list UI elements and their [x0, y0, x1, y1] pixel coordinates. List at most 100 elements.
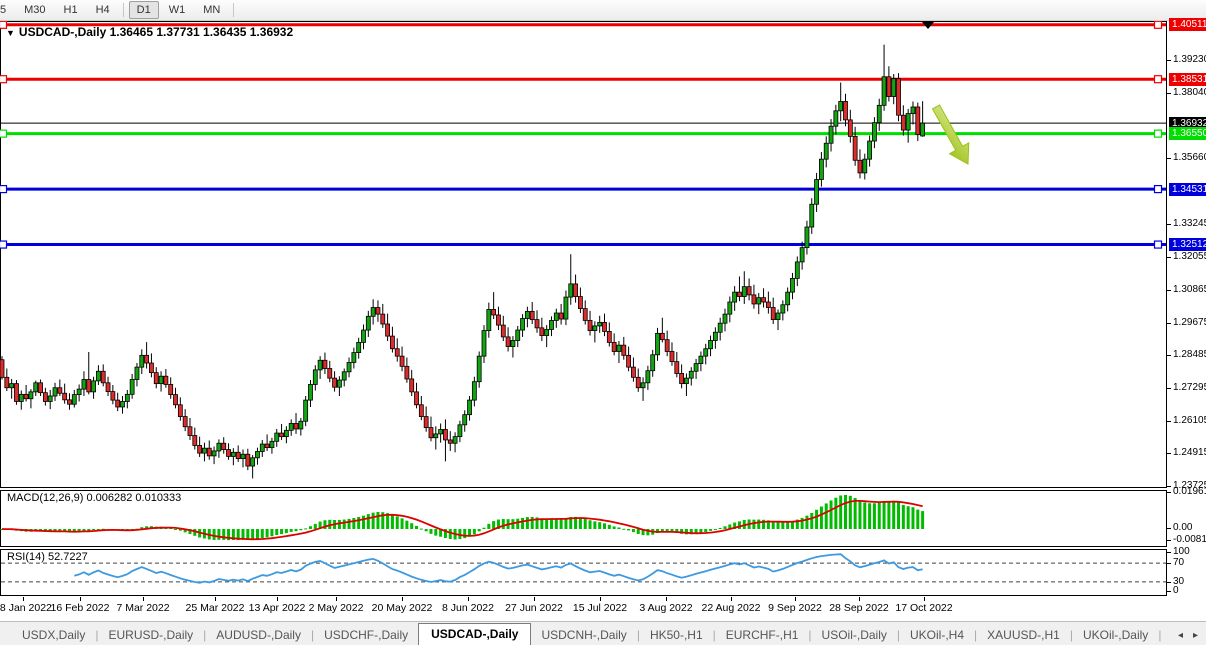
date-tick	[143, 597, 144, 601]
symbol-tab-eurchf-h1[interactable]: EURCHF-,H1	[725, 628, 799, 642]
hline-handle-1.36550[interactable]	[1153, 129, 1163, 138]
timeframe-button-5[interactable]: 5	[0, 4, 7, 16]
axis-tick	[1167, 420, 1171, 422]
date-tick	[924, 597, 925, 601]
timeframe-toolbar: 5 M30 H1 H4 D1 W1 MN	[0, 0, 1206, 21]
tab-scroll-left-icon[interactable]: ◂	[1177, 630, 1183, 641]
axis-tick	[1167, 387, 1171, 389]
symbol-tab-hk50-h1[interactable]: HK50-,H1	[649, 628, 703, 642]
axis-tick	[1167, 92, 1171, 94]
hline-handle-1.36550[interactable]	[0, 129, 8, 138]
main-pane-border	[0, 21, 1167, 488]
tab-separator: |	[1158, 628, 1162, 642]
hline-handle-1.40511[interactable]	[0, 21, 8, 29]
axis-tick	[1167, 591, 1171, 592]
tab-separator: |	[974, 628, 978, 642]
macd-signal-line	[1, 499, 923, 541]
date-label: 20 May 2022	[371, 602, 433, 614]
date-label: 2 May 2022	[308, 602, 364, 614]
date-label: 25 Mar 2022	[185, 602, 245, 614]
price-axis-label: 1.39230	[1173, 54, 1206, 65]
candles	[0, 44, 926, 479]
date-tick	[859, 597, 860, 601]
hline-handle-1.34531[interactable]	[1153, 184, 1163, 194]
down-arrow-object[interactable]	[926, 102, 977, 170]
symbol-tab-usdx-daily[interactable]: USDX,Daily	[22, 628, 86, 642]
date-tick	[534, 597, 535, 601]
symbol-tab-audusd-daily[interactable]: AUDUSD-,Daily	[216, 628, 301, 642]
axis-tick	[1167, 60, 1171, 61]
date-label: 28 Jan 2022	[0, 602, 52, 614]
macd-pane[interactable]	[0, 490, 1167, 547]
symbol-tab-xauusd-h1[interactable]: XAUUSD-,H1	[987, 628, 1060, 642]
timeframe-button-h1[interactable]: H1	[63, 4, 78, 16]
timeframe-button-m30[interactable]: M30	[24, 4, 46, 16]
date-tick	[336, 597, 337, 601]
price-badge-1.36932: 1.36932	[1169, 116, 1206, 130]
date-label: 9 Sep 2022	[768, 602, 822, 614]
hline-handle-1.38531[interactable]	[1153, 75, 1163, 84]
tab-scroll-right-icon[interactable]: ▸	[1192, 630, 1198, 641]
hline-handle-1.38531[interactable]	[0, 75, 8, 84]
hline-handle-1.40511[interactable]	[1153, 21, 1163, 29]
axis-tick	[1167, 582, 1171, 583]
axis-tick	[1167, 540, 1171, 541]
indicator-axis-label: -0.008173	[1173, 534, 1206, 545]
price-badge-1.34531: 1.34531	[1169, 182, 1206, 196]
date-label: 28 Sep 2022	[829, 602, 889, 614]
hline-handle-1.34531[interactable]	[0, 184, 8, 194]
hline-handle-1.32512[interactable]	[0, 240, 8, 249]
toolbar-separator	[122, 3, 124, 17]
price-axis-label: 1.30865	[1173, 283, 1206, 295]
timeframe-button-mn[interactable]: MN	[203, 4, 221, 16]
symbol-tab-usdchf-daily[interactable]: USDCHF-,Daily	[324, 628, 409, 642]
tab-separator: |	[310, 628, 315, 642]
price-axis-label: 1.38040	[1173, 86, 1206, 98]
tab-separator: |	[712, 628, 716, 642]
symbol-tab-ukoil-h4[interactable]: UKOil-,H4	[910, 628, 965, 642]
tab-separator: |	[808, 628, 812, 642]
indicator-axis-label: 30	[1173, 576, 1185, 587]
axis-tick	[1167, 289, 1171, 291]
price-axis-label: 1.32055	[1173, 251, 1206, 263]
axis-tick	[1167, 224, 1171, 226]
tab-separator: |	[1069, 628, 1073, 642]
axis-tick	[1167, 322, 1171, 324]
hline-handle-1.32512[interactable]	[1153, 240, 1163, 249]
axis-tick	[1167, 158, 1171, 160]
timeframe-button-w1[interactable]: W1	[168, 4, 186, 16]
date-tick	[80, 597, 81, 601]
axis-tick	[1167, 355, 1171, 357]
date-tick	[402, 597, 403, 601]
tab-separator: |	[95, 628, 99, 642]
timeframe-button-h4[interactable]: H4	[95, 4, 110, 16]
symbol-tab-bar: USDX,Daily | EURUSD-,Daily | AUDUSD-,Daily | U…	[0, 621, 1206, 645]
price-axis-label: 1.33245	[1173, 218, 1206, 230]
date-label: 17 Oct 2022	[895, 602, 953, 614]
symbol-tab-usoil-daily[interactable]: USOil-,Daily	[821, 628, 887, 642]
price-badge-1.38531: 1.38531	[1169, 72, 1206, 86]
chart-shift-marker-icon	[922, 22, 934, 29]
price-axis-label: 1.27295	[1173, 381, 1206, 393]
symbol-tab-usdcnh-daily[interactable]: USDCNH-,Daily	[541, 628, 627, 642]
indicator-axis-label: 70	[1173, 557, 1185, 568]
tab-separator: |	[203, 628, 207, 642]
symbol-tab-ukoil-daily[interactable]: UKOil-,Daily	[1082, 628, 1149, 642]
date-label: 3 Aug 2022	[639, 602, 693, 614]
date-label: 8 Jun 2022	[442, 602, 494, 614]
main-chart-pane[interactable]	[0, 21, 1167, 488]
rsi-pane[interactable]	[0, 549, 1167, 596]
date-label: 22 Aug 2022	[701, 602, 761, 614]
price-axis: 1.39230 1.38040 1.35660 1.33245 1.32055 1.308…	[1167, 18, 1206, 597]
symbol-tab-usdcad-daily[interactable]: USDCAD-,Daily	[418, 623, 532, 645]
tab-separator: |	[636, 628, 640, 642]
axis-tick	[1167, 485, 1171, 487]
symbol-tab-eurusd-daily[interactable]: EURUSD-,Daily	[108, 628, 194, 642]
timeframe-button-d1[interactable]: D1	[128, 1, 159, 19]
axis-tick	[1167, 528, 1171, 529]
price-axis-label: 1.28485	[1173, 349, 1206, 361]
tab-separator: |	[896, 628, 901, 642]
price-badge-1.36550: 1.36550	[1169, 127, 1206, 141]
date-tick	[731, 597, 732, 601]
